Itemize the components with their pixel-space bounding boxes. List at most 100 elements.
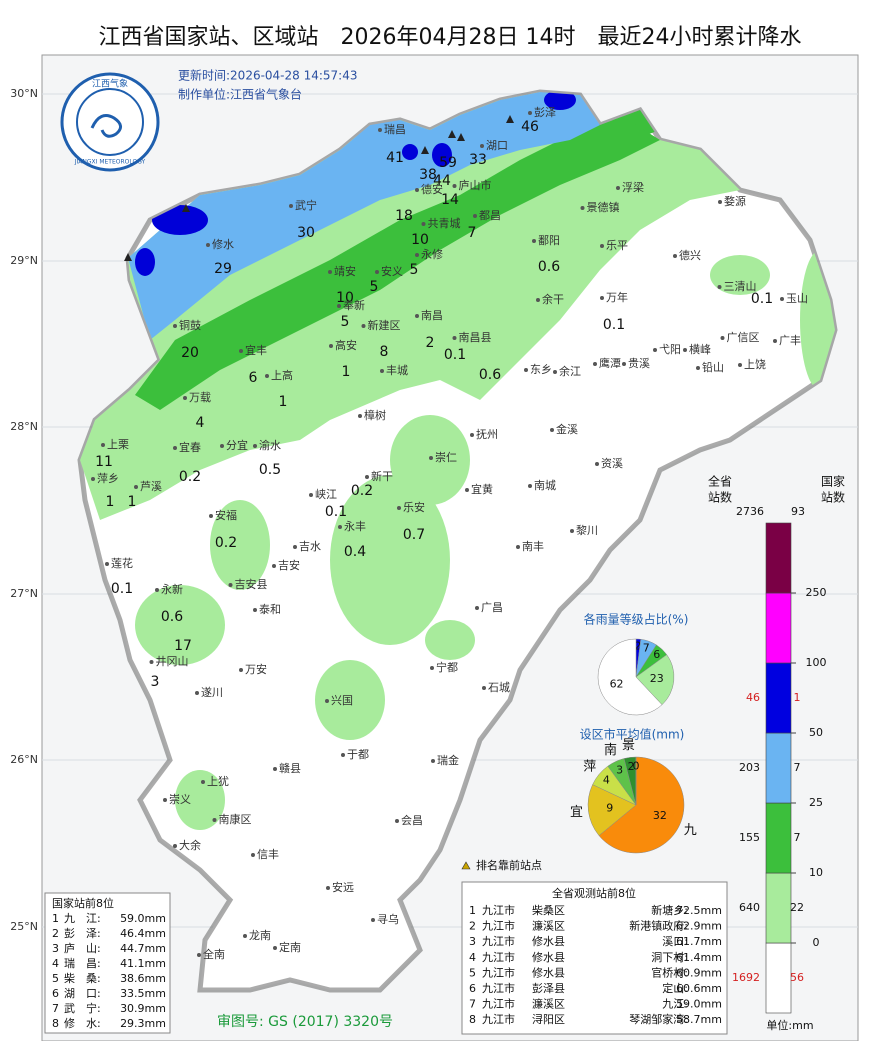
station-value: 3 <box>151 674 160 690</box>
station-value: 6 <box>249 370 258 386</box>
table-cell: 浔阳区 <box>532 1013 565 1026</box>
station-value: 0.2 <box>179 469 201 485</box>
table-cell: 8 <box>469 1013 476 1026</box>
station-dot <box>600 244 604 248</box>
station-name: 于都 <box>347 748 369 761</box>
legend-band <box>765 522 792 594</box>
station-dot <box>253 608 257 612</box>
station-value: 1 <box>106 494 115 510</box>
station-name: 景德镇 <box>587 200 620 214</box>
station-value: 30 <box>297 225 315 241</box>
table-cell: 柴 桑: <box>64 971 101 985</box>
station-value: 0.2 <box>351 483 373 499</box>
table-cell: 九江市 <box>482 919 515 933</box>
station-value: 0.7 <box>403 527 425 543</box>
station-name: 永新 <box>161 582 183 596</box>
station-dot <box>528 111 532 115</box>
station-dot <box>328 270 332 274</box>
station-name: 永修 <box>421 247 443 261</box>
pie-value-label: 2 <box>628 760 635 773</box>
station-dot <box>717 285 722 289</box>
station-name: 赣县 <box>279 761 301 775</box>
station-name: 石城 <box>488 681 510 694</box>
station-name: 吉安 <box>278 558 300 572</box>
station-value: 46 <box>521 119 539 135</box>
title: 江西省国家站、区域站 2026年04月28日 14时 最近24小时累计降水 <box>99 25 802 50</box>
station-name: 安福 <box>215 508 237 522</box>
station-name: 金溪 <box>556 422 578 436</box>
table-cell: 九江市 <box>482 950 515 964</box>
station-name: 上饶 <box>744 358 766 371</box>
station-name: 安远 <box>332 880 354 894</box>
station-dot <box>326 886 330 890</box>
table-cell: 59.0mm <box>676 998 722 1011</box>
station-value: 0.1 <box>603 317 625 333</box>
station-dot <box>480 144 484 148</box>
table-cell: 定山: <box>662 981 688 995</box>
legend-province-count: 640 <box>739 901 760 914</box>
table-cell: 1 <box>52 912 59 925</box>
station-name: 婺源 <box>724 194 746 208</box>
pie-value-label: 32 <box>653 809 667 822</box>
legend-header: 站数 <box>708 490 732 505</box>
station-name: 万安 <box>245 662 267 676</box>
station-name: 丰城 <box>386 364 408 377</box>
station-name: 新干 <box>371 469 393 483</box>
station-value: 29 <box>214 261 232 277</box>
table-cell: 庐 山: <box>64 941 101 955</box>
table-cell: 59.0mm <box>120 912 166 925</box>
pie-category-label: 宜 <box>570 805 583 820</box>
station-value: 1 <box>279 394 288 410</box>
logo: 江西气象 JIANGXI METEOROLOGY <box>60 72 160 172</box>
station-name: 黎川 <box>576 523 598 537</box>
legend-national-count: 1 <box>794 691 801 704</box>
table-cell: 5 <box>52 972 59 985</box>
station-name: 瑞昌 <box>384 122 406 136</box>
station-value: 59 <box>439 155 457 171</box>
table-cell: 6 <box>52 987 59 1000</box>
station-dot <box>570 529 574 533</box>
station-value: 0.1 <box>751 291 773 307</box>
station-name: 莲花 <box>111 557 133 570</box>
legend-national-count: 7 <box>794 761 801 774</box>
station-dot <box>532 239 536 243</box>
station-dot <box>397 506 401 510</box>
pie-category-label: 南 <box>604 742 617 758</box>
station-dot <box>720 336 725 340</box>
table-cell: 60.6mm <box>676 982 722 995</box>
top-station-markers <box>124 115 514 261</box>
table-cell: 3 <box>469 935 476 948</box>
station-value: 17 <box>174 638 192 654</box>
station-value: 10 <box>336 290 354 306</box>
table-cell: 4 <box>469 951 476 964</box>
station-dot <box>239 668 243 672</box>
station-dot <box>738 363 742 367</box>
station-value: 4 <box>196 415 205 431</box>
station-dot <box>452 184 457 188</box>
station-dot <box>683 348 687 352</box>
station-name: 渝水 <box>259 438 281 452</box>
legend-national-count: 7 <box>794 831 801 844</box>
table-cell: 修水县 <box>532 965 565 979</box>
station-value: 33 <box>469 152 487 168</box>
station-dot <box>378 128 382 132</box>
table-cell: 湖 口: <box>64 987 101 1000</box>
station-value: 0.6 <box>538 259 560 275</box>
legend-threshold: 100 <box>806 656 827 669</box>
legend-header: 国家 <box>821 474 845 489</box>
station-dot <box>289 204 293 208</box>
table-cell: 61.7mm <box>676 935 722 948</box>
station-dot <box>201 780 205 784</box>
station-value: 5 <box>341 314 350 330</box>
station-name: 庐山市 <box>459 178 492 192</box>
station-value: 0.1 <box>325 504 347 520</box>
station-dot <box>673 254 677 258</box>
station-name: 湖口 <box>486 139 508 152</box>
station-value: 38 <box>419 167 437 183</box>
station-dot <box>309 493 313 497</box>
pie-value-label: 23 <box>650 672 664 685</box>
station-name: 横峰 <box>689 342 711 356</box>
station-dot <box>361 324 366 328</box>
legend-threshold: 250 <box>806 586 827 599</box>
station-dot <box>430 666 434 670</box>
